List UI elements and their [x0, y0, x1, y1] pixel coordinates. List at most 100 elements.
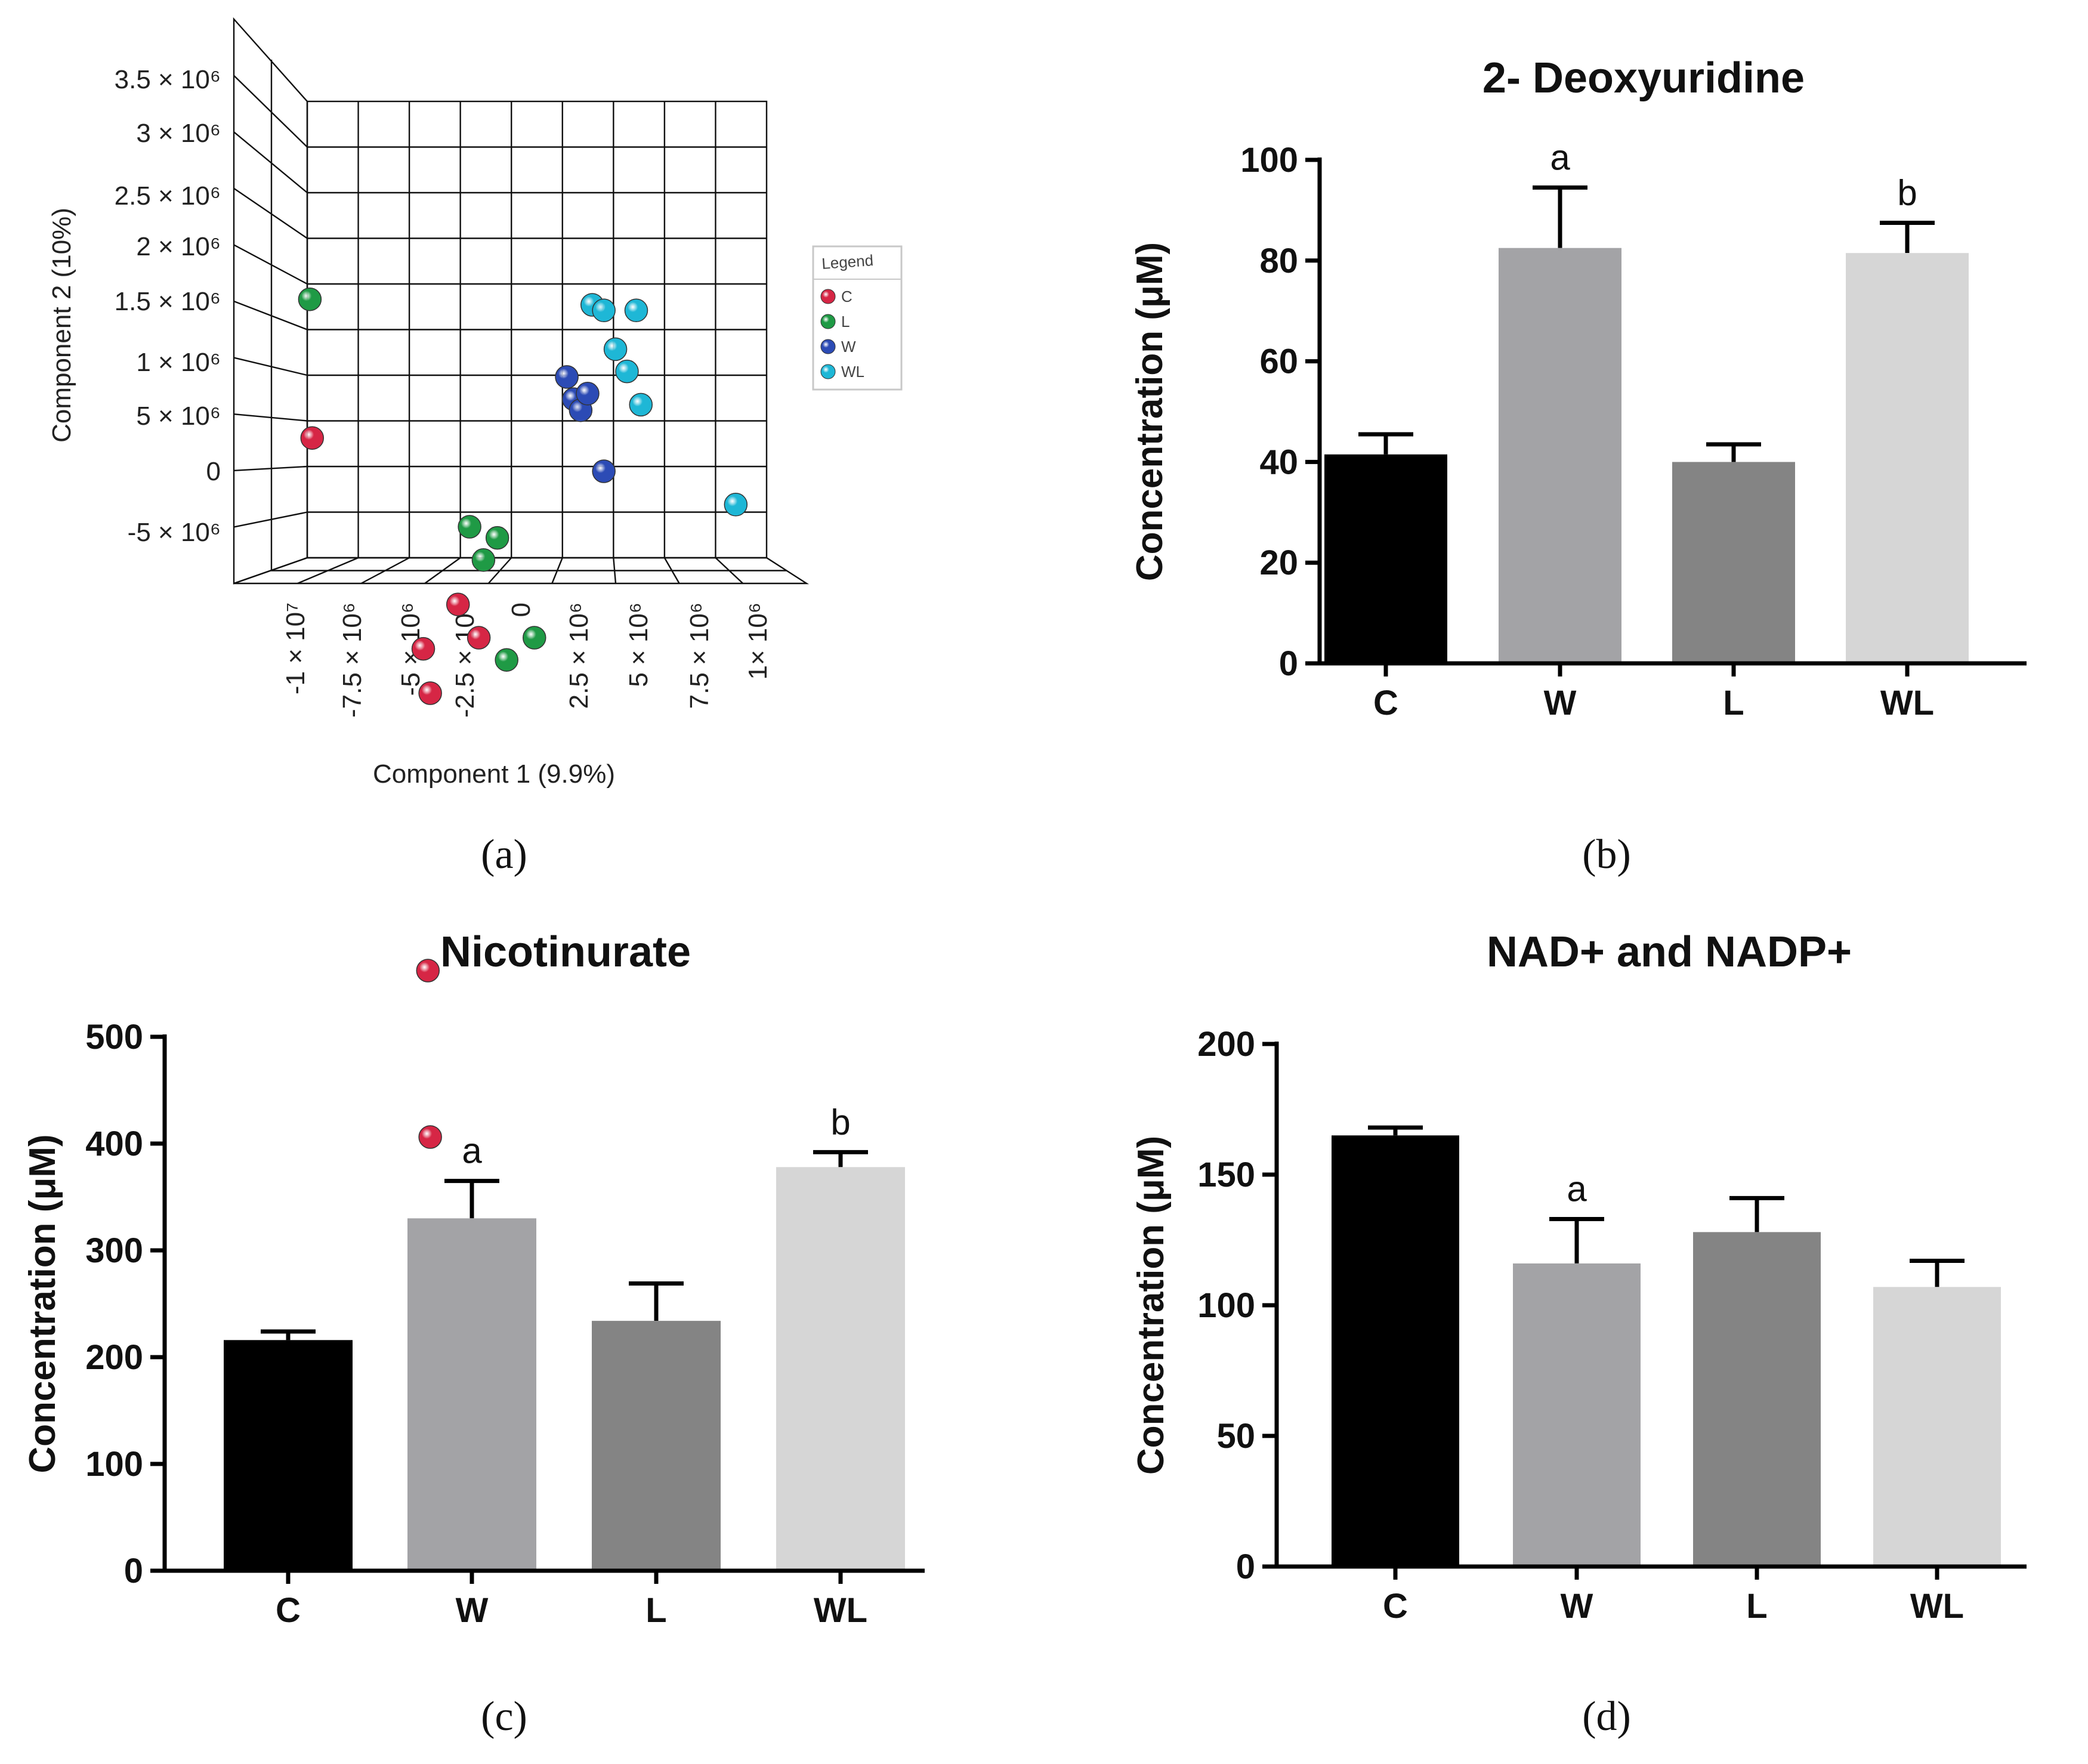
panel-b-significance-WL: b	[1897, 173, 1917, 213]
panel-c-significance-WL: b	[830, 1102, 850, 1142]
pca-legend-entries: CLW WL	[820, 288, 864, 381]
panel-d-bar-WL	[1873, 1287, 2001, 1567]
panel-b-title: 2- Deoxyuridine	[1482, 54, 1805, 102]
pca-ytick-label: 0	[206, 457, 221, 486]
pca-xtick-label: -2.5 × 10⁶	[450, 603, 480, 718]
panel-b-ytick-label: 100	[1240, 141, 1298, 180]
pca-point-c	[411, 637, 435, 661]
pca-y-ticks: 3.5 × 10⁶ 3 × 10⁶ 2.5 × 10⁶ 2 × 10⁶ 1.5 × 10…	[115, 65, 221, 547]
pca-point-c	[416, 959, 440, 983]
pca-legend-marker-l	[820, 314, 836, 329]
pca-x-axis-label: Component 1 (9.9%)	[373, 759, 615, 789]
pca-point-wl	[592, 298, 616, 323]
pca-side-wall-line	[233, 511, 308, 528]
panel-c-ytick-label: 400	[85, 1124, 143, 1163]
pca-y-axis-label: Component 2 (10%)	[47, 208, 76, 443]
panel-c-category-W: W	[456, 1591, 489, 1630]
pca-ytick-label: 3 × 10⁶	[136, 119, 221, 148]
pca-legend: Legend CLW WL	[812, 245, 903, 391]
panel-c-ytick-label: 200	[85, 1338, 143, 1377]
panel-c-category-WL: WL	[814, 1591, 867, 1630]
panel-b-y-axis-label: Concentration (μM)	[1129, 242, 1170, 581]
panel-c-label: (c)	[481, 1694, 527, 1740]
pca-xtick-label: 5 × 10⁶	[624, 603, 653, 687]
pca-point-l	[458, 515, 481, 539]
panel-c-y-axis-label: Concentration (μM)	[22, 1134, 63, 1473]
pca-legend-entry-wl: WL	[841, 363, 864, 381]
pca-point-w	[576, 382, 600, 406]
panel-b-ytick-label: 40	[1259, 443, 1298, 481]
pca-side-wall-line	[233, 465, 308, 471]
panel-d-y-axis-label: Concentration (μM)	[1131, 1136, 1172, 1475]
pca-point-l	[485, 526, 509, 550]
panel-b-bar-WL	[1846, 253, 1969, 663]
panel-c-bar-C	[224, 1340, 353, 1571]
pca-side-wall-line	[233, 131, 308, 193]
panel-c-category-L: L	[645, 1591, 666, 1630]
panel-d-title: NAD+ and NADP+	[1487, 928, 1852, 976]
pca-point-c	[418, 681, 442, 705]
panel-d-ytick-label: 200	[1197, 1025, 1255, 1064]
pca-side-wall-line	[233, 300, 308, 330]
panel-b-ytick-label: 20	[1259, 543, 1298, 582]
pca-grid-planes	[233, 17, 810, 585]
pca-point-l	[495, 648, 518, 672]
panel-b-ytick-label: 0	[1279, 644, 1298, 683]
pca-point-wl	[615, 359, 639, 384]
pca-x-ticks: -1 × 10⁷ -7.5 × 10⁶ -5 × 10⁶ -2.5 × 10⁶ 0 2.5…	[281, 603, 773, 718]
pca-legend-marker-c	[820, 289, 836, 304]
panel-d-category-L: L	[1746, 1587, 1767, 1626]
pca-point-l	[523, 626, 546, 650]
pca-xtick-label: -7.5 × 10⁶	[338, 603, 367, 718]
pca-point-c	[446, 592, 470, 616]
pca-legend-entry-w: W	[841, 338, 856, 356]
panel-d-bar-chart: NAD+ and NADP+ Concentration (μM) C Wa L WL 0 5…	[1131, 928, 2027, 1740]
panel-c-title: Nicotinurate	[440, 928, 691, 976]
pca-legend-marker-w	[820, 339, 836, 354]
panel-d-label: (d)	[1582, 1694, 1631, 1740]
pca-ytick-label: 3.5 × 10⁶	[115, 65, 221, 94]
pca-point-wl	[629, 393, 653, 417]
panel-c-ytick-label: 100	[85, 1445, 143, 1484]
panel-b-bar-L	[1672, 462, 1795, 663]
panel-d-bar-C	[1332, 1135, 1459, 1567]
panel-d-ytick-label: 0	[1236, 1547, 1255, 1586]
pca-points	[298, 287, 748, 1149]
pca-xtick-label: 2.5 × 10⁶	[564, 603, 594, 709]
panel-b-significance-W: a	[1550, 137, 1570, 177]
pca-side-wall-line	[233, 75, 308, 148]
pca-ytick-label: -5 × 10⁶	[128, 518, 221, 547]
pca-side-wall-line	[233, 413, 308, 422]
panel-a-label: (a)	[481, 832, 527, 878]
pca-side-wall-line	[233, 244, 308, 285]
pca-ytick-label: 1 × 10⁶	[136, 348, 221, 377]
panel-d-category-WL: WL	[1910, 1587, 1964, 1626]
panel-d-significance-W: a	[1567, 1169, 1587, 1209]
pca-legend-entry-l: L	[841, 313, 850, 330]
pca-legend-entry-c: C	[841, 288, 853, 305]
pca-side-wall-line	[233, 187, 308, 239]
pca-point-l	[298, 287, 322, 311]
pca-xtick-label: 0	[506, 603, 536, 617]
panel-b-bar-C	[1324, 454, 1447, 663]
pca-point-l	[471, 548, 496, 572]
panel-b-category-W: W	[1544, 684, 1577, 722]
pca-point-wl	[603, 337, 628, 362]
panel-c-ytick-label: 0	[124, 1552, 143, 1590]
pca-point-w	[555, 365, 579, 389]
panel-c-ytick-label: 500	[85, 1018, 143, 1056]
panel-b-bar-chart: 2- Deoxyuridine Concentration (μM) C Wa L WL b…	[1129, 54, 2027, 878]
pca-legend-marker-wl	[820, 364, 836, 379]
panel-a-pca-plot: 3.5 × 10⁶ 3 × 10⁶ 2.5 × 10⁶ 2 × 10⁶ 1.5 × 10…	[47, 17, 903, 1149]
panel-d-bar-L	[1693, 1232, 1821, 1567]
pca-point-c	[418, 1125, 442, 1149]
pca-ytick-label: 2.5 × 10⁶	[115, 181, 221, 211]
panel-c-category-C: C	[276, 1591, 301, 1630]
panel-d-bar-W	[1513, 1263, 1641, 1567]
panel-d-category-C: C	[1383, 1587, 1408, 1626]
pca-point-wl	[624, 298, 648, 323]
pca-point-c	[467, 626, 491, 650]
panel-c-bar-L	[592, 1321, 721, 1571]
panel-b-ytick-label: 80	[1259, 242, 1298, 280]
pca-point-w	[592, 459, 616, 483]
